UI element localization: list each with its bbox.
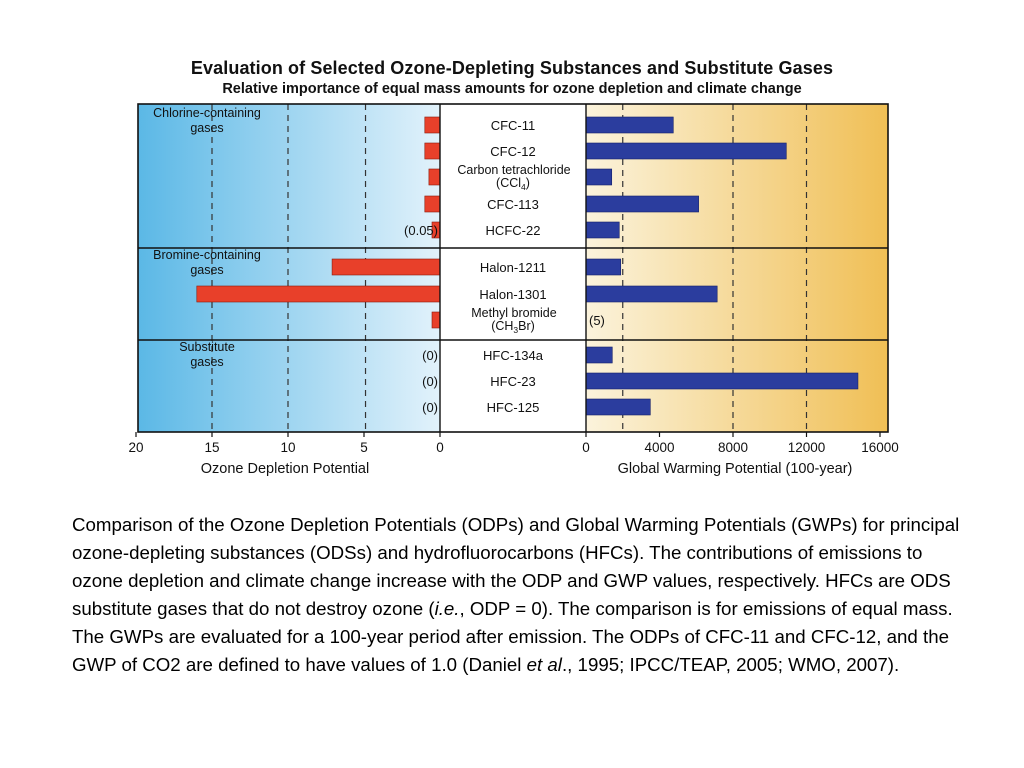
row-label: Halon-1301 bbox=[479, 287, 546, 302]
gwp-tick-label: 8000 bbox=[718, 440, 748, 455]
chart-subtitle: Relative importance of equal mass amount… bbox=[222, 81, 802, 97]
row-label-formula: (CCl4) bbox=[496, 176, 530, 192]
odp-tick-label: 20 bbox=[128, 440, 143, 455]
odp-bar bbox=[424, 116, 441, 134]
group-label: gases bbox=[190, 355, 223, 369]
odp-tick-label: 0 bbox=[436, 440, 444, 455]
caption-ie: i.e. bbox=[434, 598, 460, 619]
group-label: Bromine-containing bbox=[153, 248, 261, 262]
gwp-bar bbox=[585, 398, 651, 416]
caption-text-1: Comparison of the Ozone Depletion Potent… bbox=[72, 514, 960, 619]
gwp-bar bbox=[585, 116, 674, 134]
odp-bars: (0.05) (0) (0) (0) bbox=[196, 116, 441, 415]
figure-caption: Comparison of the Ozone Depletion Potent… bbox=[72, 511, 962, 679]
gwp-bars: (5) bbox=[585, 116, 859, 416]
row-label: HFC-134a bbox=[483, 348, 544, 363]
odp-bar bbox=[424, 142, 441, 160]
ozone-gwp-figure: (0.05) (0) (0) (0) (5) CFC-11 CFC-12 Carbon t… bbox=[128, 103, 899, 477]
row-label: Carbon tetrachloride bbox=[457, 163, 570, 177]
gwp-axis-title: Global Warming Potential (100-year) bbox=[618, 461, 853, 477]
odp-axis-title: Ozone Depletion Potential bbox=[201, 461, 369, 477]
row-label-formula: (CH3Br) bbox=[491, 319, 535, 335]
caption-text-2: , ODP = 0). The comparison is for emissi… bbox=[72, 598, 953, 675]
gwp-bar bbox=[585, 195, 699, 213]
gwp-tick-label: 12000 bbox=[788, 440, 826, 455]
row-label: HFC-23 bbox=[490, 374, 536, 389]
row-label: CFC-12 bbox=[490, 144, 536, 159]
figure-frame bbox=[137, 103, 889, 433]
axes: 20 15 10 5 0 0 4000 8000 12000 16000 Ozone Depleti… bbox=[128, 432, 899, 477]
row-label: HCFC-22 bbox=[486, 223, 541, 238]
odp-annotation: (0) bbox=[422, 374, 438, 389]
label-column-background bbox=[440, 104, 586, 432]
gwp-bar bbox=[585, 285, 718, 303]
row-label: Methyl bromide bbox=[471, 306, 556, 320]
row-label: CFC-11 bbox=[491, 118, 536, 133]
chart-title: Evaluation of Selected Ozone-Depleting S… bbox=[190, 58, 834, 78]
gwp-annotation: (5) bbox=[589, 313, 605, 328]
odp-annotation: (0) bbox=[422, 348, 438, 363]
gwp-bar bbox=[585, 346, 613, 364]
caption-text-3: ., 1995; IPCC/TEAP, 2005; WMO, 2007). bbox=[561, 654, 900, 675]
odp-bar bbox=[331, 258, 441, 276]
group-label: gases bbox=[190, 263, 223, 277]
row-label: Halon-1211 bbox=[480, 260, 546, 275]
row-label: HFC-125 bbox=[487, 400, 540, 415]
group-label: Substitute bbox=[179, 340, 235, 354]
row-label: CFC-113 bbox=[487, 197, 539, 212]
figure-border bbox=[137, 103, 889, 433]
row-labels: CFC-11 CFC-12 Carbon tetrachloride(CCl4) CF… bbox=[153, 106, 571, 415]
odp-bar bbox=[428, 168, 441, 186]
group-label: gases bbox=[190, 121, 223, 135]
gwp-bar bbox=[585, 142, 787, 160]
group-label: Chlorine-containing bbox=[153, 106, 261, 120]
odp-tick-label: 5 bbox=[360, 440, 368, 455]
gwp-bar bbox=[585, 372, 859, 390]
odp-bar bbox=[424, 195, 441, 213]
odp-annotation: (0.05) bbox=[404, 223, 438, 238]
caption-et-al: et al bbox=[526, 654, 562, 675]
odp-bar bbox=[196, 285, 441, 303]
odp-tick-label: 15 bbox=[204, 440, 219, 455]
gwp-tick-label: 16000 bbox=[861, 440, 899, 455]
gwp-tick-label: 0 bbox=[582, 440, 590, 455]
odp-bar bbox=[431, 311, 441, 329]
gwp-bar bbox=[585, 221, 620, 239]
gwp-bar bbox=[585, 258, 622, 276]
odp-annotation: (0) bbox=[422, 400, 438, 415]
gwp-tick-label: 4000 bbox=[644, 440, 674, 455]
gwp-bar bbox=[585, 168, 613, 186]
odp-tick-label: 10 bbox=[280, 440, 295, 455]
